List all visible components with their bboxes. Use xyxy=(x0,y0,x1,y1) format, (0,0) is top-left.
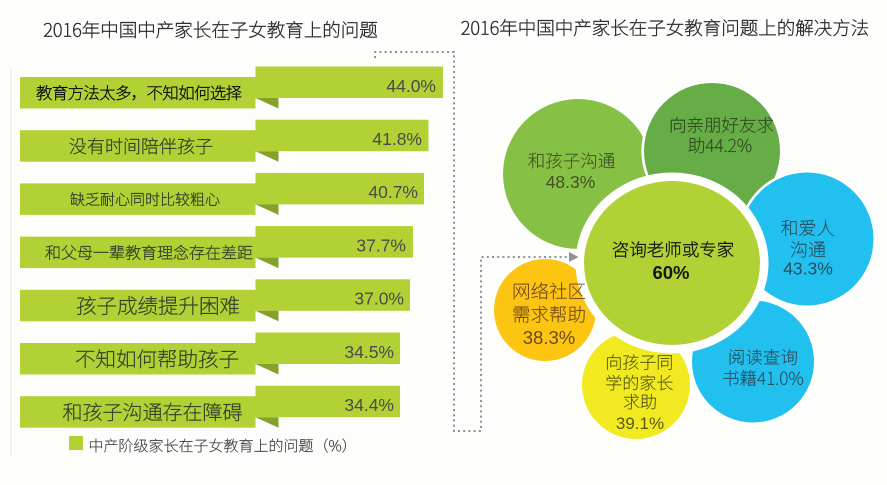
svg-text:37.7%: 37.7% xyxy=(356,235,406,255)
svg-text:38.3%: 38.3% xyxy=(523,327,575,348)
svg-text:41.8%: 41.8% xyxy=(372,129,422,149)
svg-text:34.4%: 34.4% xyxy=(344,395,394,415)
svg-text:48.3%: 48.3% xyxy=(546,172,596,192)
svg-text:60%: 60% xyxy=(652,262,689,283)
svg-text:37.0%: 37.0% xyxy=(354,289,404,309)
svg-text:43.3%: 43.3% xyxy=(783,259,833,279)
svg-text:44.0%: 44.0% xyxy=(386,76,436,96)
svg-text:34.5%: 34.5% xyxy=(344,342,394,362)
svg-text:40.7%: 40.7% xyxy=(368,182,418,202)
svg-text:39.1%: 39.1% xyxy=(616,414,664,433)
